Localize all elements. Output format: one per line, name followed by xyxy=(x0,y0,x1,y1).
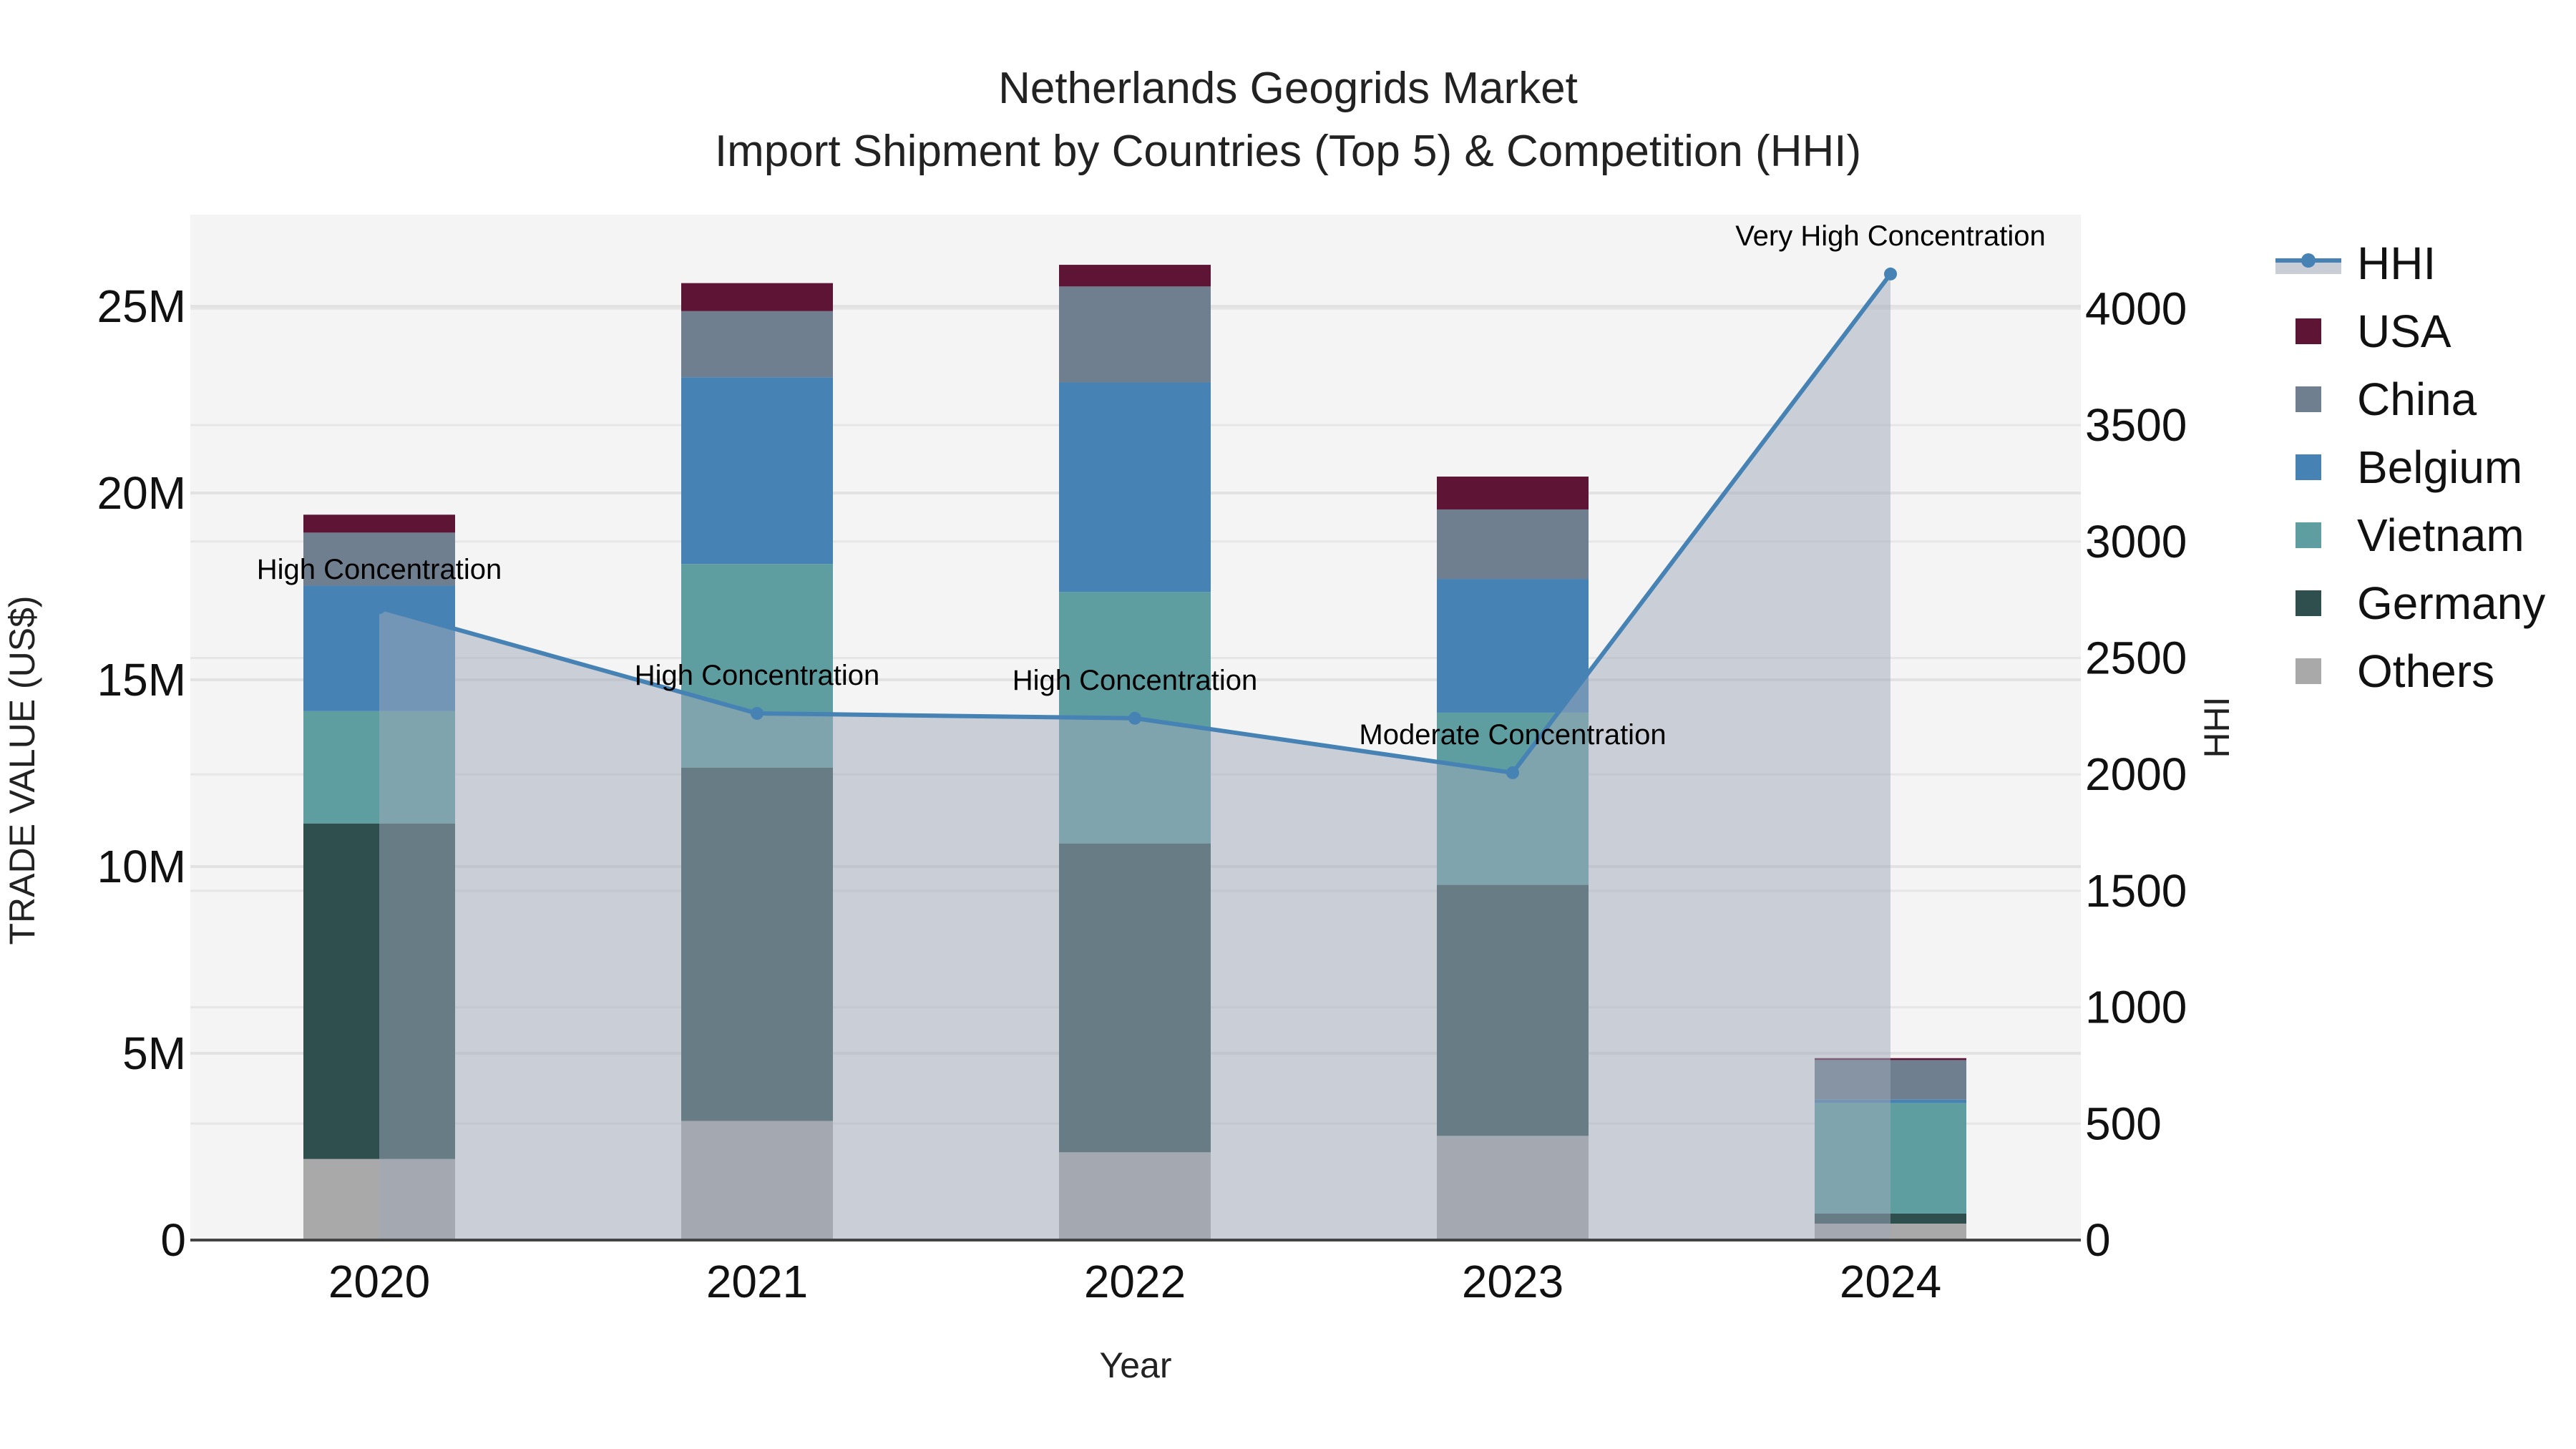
annotation-2023: Moderate Concentration xyxy=(1359,719,1666,751)
y-right-tick: 500 xyxy=(2085,1098,2162,1149)
bar-segment-china-2021 xyxy=(681,311,833,378)
bar-segment-china-2022 xyxy=(1059,286,1211,383)
y-right-tick: 4000 xyxy=(2085,283,2187,334)
bar-segment-china-2020 xyxy=(303,532,455,586)
bar-segment-usa-2020 xyxy=(303,514,455,533)
legend-item-usa[interactable]: USA xyxy=(2275,297,2545,365)
y-left-tick: 20M xyxy=(97,467,187,519)
hhi-marker-2020[interactable] xyxy=(373,601,386,615)
y-right-tick: 0 xyxy=(2085,1214,2111,1266)
y-right-tick: 1000 xyxy=(2085,982,2187,1033)
bar-segment-usa-2022 xyxy=(1059,265,1211,287)
legend-swatch-icon xyxy=(2296,454,2321,480)
hhi-marker-2024[interactable] xyxy=(1884,267,1897,280)
bar-segment-belgium-2022 xyxy=(1059,382,1211,592)
legend-swatch-icon xyxy=(2296,318,2321,344)
hhi-marker-2023[interactable] xyxy=(1506,766,1519,779)
legend-label: Vietnam xyxy=(2357,509,2524,561)
legend-label: Germany xyxy=(2357,577,2546,629)
legend-item-vietnam[interactable]: Vietnam xyxy=(2275,501,2545,569)
annotations: High Concentration High Concentration High… xyxy=(257,220,2046,751)
legend-item-hhi[interactable]: HHI xyxy=(2275,229,2545,297)
legend-item-belgium[interactable]: Belgium xyxy=(2275,433,2545,501)
legend-swatch-icon xyxy=(2296,658,2321,684)
hhi-marker-2022[interactable] xyxy=(1128,711,1141,725)
x-tick: 2021 xyxy=(706,1256,808,1307)
y-left-tick: 5M xyxy=(122,1028,186,1079)
hhi-marker-2021[interactable] xyxy=(751,706,763,720)
x-tick: 2022 xyxy=(1084,1256,1186,1307)
y-left-tick: 10M xyxy=(97,841,187,892)
bar-segment-usa-2023 xyxy=(1437,477,1589,509)
legend-label: HHI xyxy=(2357,237,2436,289)
bar-segment-china-2023 xyxy=(1437,509,1589,580)
axes: 0 5M 10M 15M 20M 25M 0 500 1000 1500 2000 2500 3000 3… xyxy=(2,280,2237,1385)
annotation-2024: Very High Concentration xyxy=(1735,220,2046,252)
y-left-tick: 0 xyxy=(160,1214,186,1266)
legend-label: USA xyxy=(2357,305,2451,357)
line-marker-icon xyxy=(2275,250,2341,276)
legend-item-germany[interactable]: Germany xyxy=(2275,569,2545,637)
chart-title-line1: Netherlands Geogrids Market xyxy=(998,64,1578,113)
annotation-2020: High Concentration xyxy=(257,554,502,585)
legend-swatch-icon xyxy=(2296,386,2321,412)
y-right-tick: 3500 xyxy=(2085,399,2187,451)
hhi-line xyxy=(373,267,1897,1240)
y-right-tick: 1500 xyxy=(2085,865,2187,917)
bar-segment-belgium-2021 xyxy=(681,377,833,565)
x-tick: 2024 xyxy=(1840,1256,1941,1307)
y-right-axis-title: HHI xyxy=(2197,696,2237,758)
chart-title-line2: Import Shipment by Countries (Top 5) & C… xyxy=(714,127,1862,176)
y-right-tick: 3000 xyxy=(2085,516,2187,567)
y-left-axis-title: TRADE VALUE (US$) xyxy=(2,595,42,945)
x-tick: 2020 xyxy=(328,1256,430,1307)
legend-label: China xyxy=(2357,373,2477,425)
y-right-tick: 2500 xyxy=(2085,633,2187,684)
legend-item-china[interactable]: China xyxy=(2275,365,2545,433)
legend-item-others[interactable]: Others xyxy=(2275,637,2545,705)
bar-segment-usa-2021 xyxy=(681,283,833,311)
annotation-2021: High Concentration xyxy=(635,660,879,691)
annotation-2022: High Concentration xyxy=(1013,665,1257,696)
y-right-tick: 2000 xyxy=(2085,748,2187,800)
x-tick: 2023 xyxy=(1462,1256,1563,1307)
x-axis-title: Year xyxy=(1099,1345,1171,1385)
legend-label: Others xyxy=(2357,645,2495,697)
y-left-tick: 15M xyxy=(97,654,187,706)
legend: HHI USA China Belgium Vietnam Germany Others xyxy=(2275,229,2545,705)
y-left-tick: 25M xyxy=(97,280,187,332)
legend-label: Belgium xyxy=(2357,441,2523,493)
hhi-area xyxy=(379,273,1890,1240)
legend-swatch-icon xyxy=(2296,590,2321,616)
legend-swatch-icon xyxy=(2296,522,2321,548)
bar-segment-belgium-2023 xyxy=(1437,579,1589,713)
